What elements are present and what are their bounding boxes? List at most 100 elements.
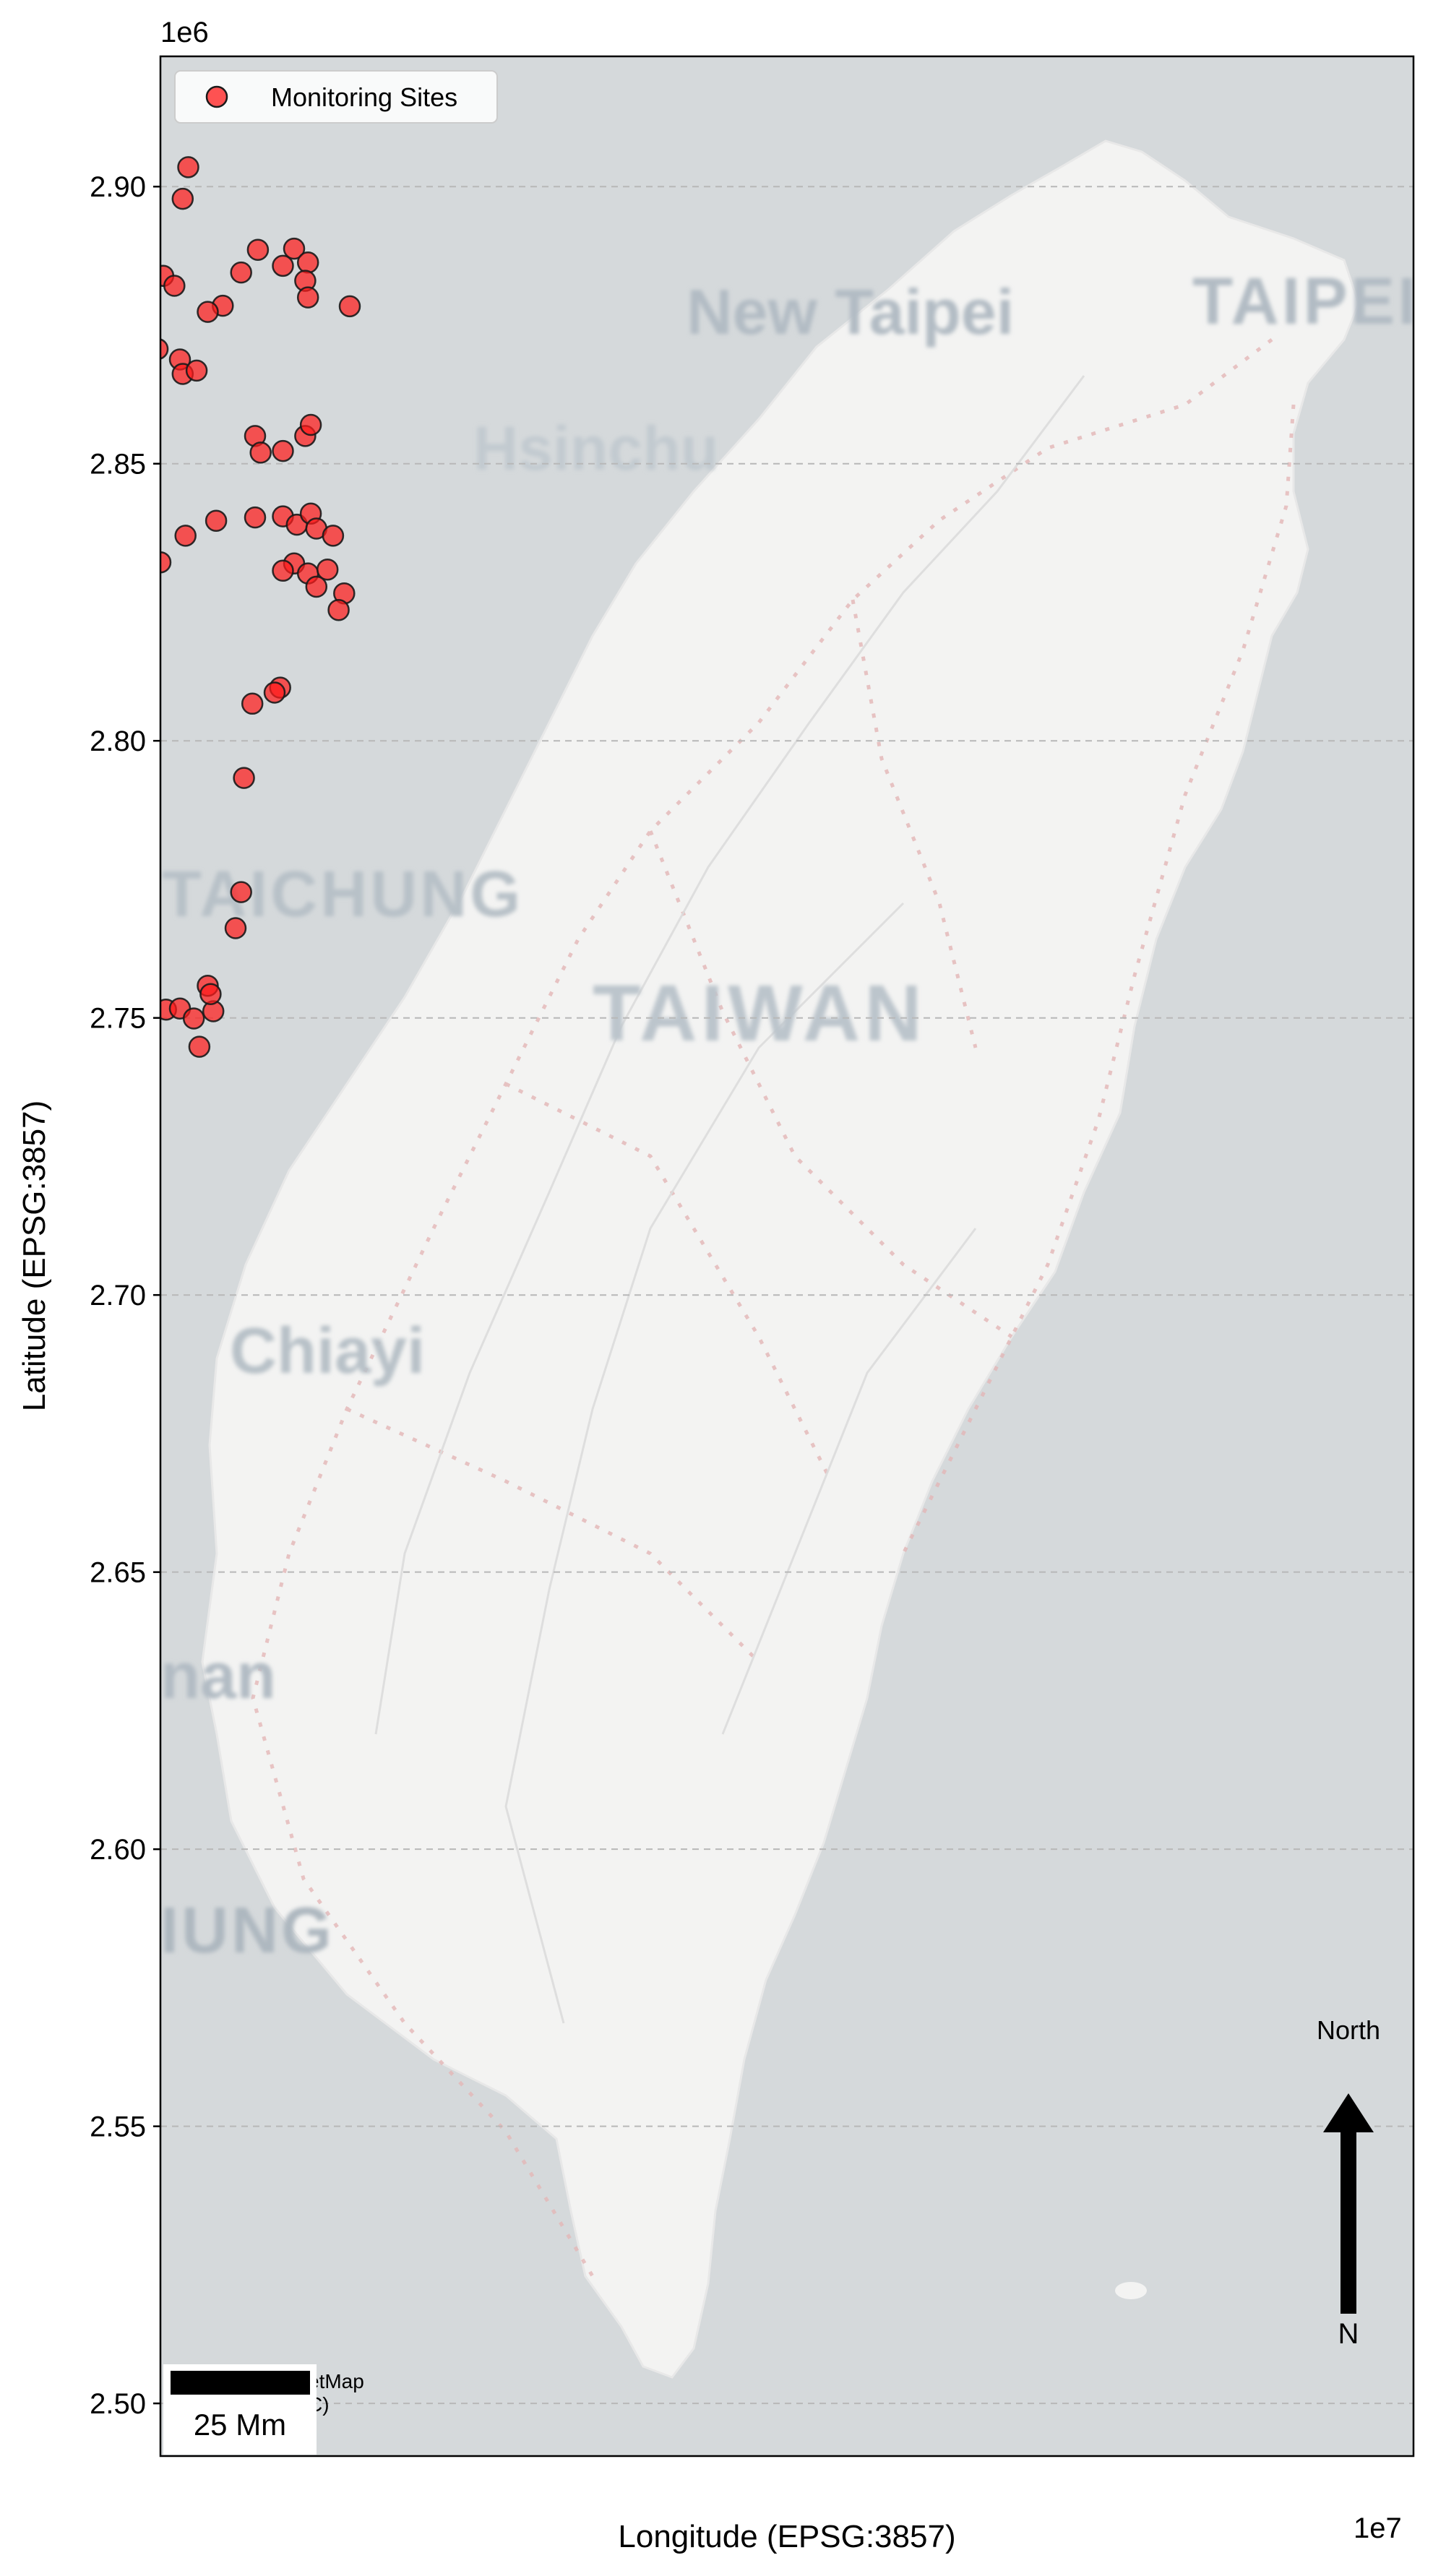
monitoring-site-point xyxy=(59,378,79,398)
monitoring-site-point xyxy=(171,187,194,210)
x-offset-label: 1e7 xyxy=(1354,2512,1402,2544)
monitoring-site-point xyxy=(188,1035,211,1058)
monitoring-site-point xyxy=(100,1064,121,1085)
monitoring-site-point xyxy=(272,254,294,277)
y-offset-label: 1e6 xyxy=(160,17,209,48)
monitoring-site-point xyxy=(139,287,160,307)
x-axis-title: Longitude (EPSG:3857) xyxy=(618,2519,955,2554)
monitoring-site-point xyxy=(299,413,322,436)
monitoring-site-point xyxy=(296,286,319,309)
monitoring-site-point xyxy=(98,347,118,367)
monitoring-site-point xyxy=(0,304,7,324)
basemap-label-tainan: nan xyxy=(160,1640,276,1713)
monitoring-site-point xyxy=(316,558,339,581)
monitoring-site-point xyxy=(272,559,294,582)
monitoring-site-point xyxy=(327,598,350,621)
monitoring-site-point xyxy=(230,881,252,903)
monitoring-site-point xyxy=(185,359,208,382)
y-tick-label: 2.70 xyxy=(90,1280,146,1311)
north-arrow-label: North xyxy=(1317,2015,1380,2045)
monitoring-site-point xyxy=(89,319,109,339)
monitoring-site-point xyxy=(134,254,154,275)
basemap-label-hsinchu: Hsinchu xyxy=(473,414,718,483)
monitoring-site-point xyxy=(89,1113,109,1133)
monitoring-site-point xyxy=(205,509,228,532)
taiwan-landmass xyxy=(201,139,1360,2379)
monitoring-site-point xyxy=(9,295,29,315)
monitoring-site-point xyxy=(249,441,272,464)
monitoring-site-point xyxy=(322,525,345,547)
monitoring-site-point xyxy=(263,681,286,704)
legend-label: Monitoring Sites xyxy=(271,82,457,112)
monitoring-site-point xyxy=(125,1035,145,1055)
monitoring-site-point xyxy=(177,156,199,178)
basemap-label-new-taipei: New Taipei xyxy=(687,276,1014,348)
monitoring-site-point xyxy=(296,251,319,274)
scale-bar-line xyxy=(171,2371,310,2395)
monitoring-site-point xyxy=(61,1175,82,1195)
basemap-label-chiayi: Chiayi xyxy=(230,1315,425,1387)
monitoring-site-point xyxy=(134,985,154,1005)
monitoring-site-point xyxy=(0,1396,9,1416)
y-tick-label: 2.60 xyxy=(90,1834,146,1866)
monitoring-site-point xyxy=(244,506,267,529)
monitoring-site-point xyxy=(160,338,169,360)
north-arrow-letter: N xyxy=(1338,2318,1359,2350)
monitoring-site-point xyxy=(338,295,361,318)
legend-box xyxy=(174,70,498,124)
monitoring-site-point xyxy=(0,373,20,393)
monitoring-site-point xyxy=(0,363,1,384)
monitoring-site-point xyxy=(117,290,137,311)
north-arrow: North N xyxy=(1317,2015,1380,2350)
monitoring-site-point xyxy=(233,767,255,789)
basemap-label-kaohsiung: IUNG xyxy=(160,1895,335,1967)
monitoring-site-point xyxy=(224,917,247,939)
monitoring-site-point xyxy=(163,275,186,297)
monitoring-site-point xyxy=(283,237,306,260)
y-tick-label: 2.75 xyxy=(90,1003,146,1035)
monitoring-site-point xyxy=(241,692,264,715)
y-tick-label: 2.50 xyxy=(90,2388,146,2420)
y-axis-title: Latitude (EPSG:3857) xyxy=(17,1100,52,1411)
grid-lines xyxy=(160,186,1413,2405)
monitoring-site-point xyxy=(0,1444,4,1464)
monitoring-site-point xyxy=(39,335,59,355)
basemap-routes xyxy=(251,338,1296,2278)
monitoring-site-point xyxy=(84,351,104,371)
y-tick-label: 2.85 xyxy=(90,449,146,481)
basemap-label-taipei: TAIPEI xyxy=(1192,264,1419,338)
monitoring-site-point xyxy=(72,311,92,332)
monitoring-sites-layer xyxy=(0,156,361,1464)
monitoring-site-point xyxy=(111,1070,132,1090)
axes-frame xyxy=(159,55,1415,2457)
monitoring-site-point xyxy=(199,983,222,1005)
monitoring-site-point xyxy=(160,551,172,574)
monitoring-site-point xyxy=(174,525,197,547)
basemap-label-taiwan: TAIWAN xyxy=(593,969,926,1058)
monitoring-site-point xyxy=(89,865,109,885)
scale-bar: etMap C) 25 Mm xyxy=(163,2364,364,2455)
basemap-labels: New Taipei TAIPEI Hsinchu TAICHUNG TAIWA… xyxy=(160,264,1419,1967)
monitoring-site-point xyxy=(115,330,135,350)
monitoring-site-point xyxy=(197,301,219,323)
monitoring-site-point xyxy=(230,261,252,284)
axis-ticks: 1.3401.3451.3501.3552.502.552.602.652.70… xyxy=(90,171,160,2420)
monitoring-site-point xyxy=(272,439,294,462)
north-arrow-icon xyxy=(1323,2093,1374,2314)
y-tick-label: 2.90 xyxy=(90,171,146,203)
monitoring-site-point xyxy=(78,289,98,309)
attribution-text: etMap xyxy=(308,2370,364,2392)
y-tick-label: 2.55 xyxy=(90,2111,146,2143)
monitoring-site-point xyxy=(305,575,328,598)
monitoring-site-point xyxy=(33,319,53,340)
monitoring-site-point xyxy=(182,1007,205,1030)
basemap-label-taichung: TAICHUNG xyxy=(162,858,523,931)
legend: Monitoring Sites xyxy=(174,70,498,124)
monitoring-site-point xyxy=(56,293,76,314)
legend-marker xyxy=(205,85,228,108)
y-tick-label: 2.65 xyxy=(90,1557,146,1589)
y-tick-label: 2.80 xyxy=(90,725,146,757)
small-island xyxy=(1115,2282,1147,2299)
monitoring-site-point xyxy=(16,353,36,374)
